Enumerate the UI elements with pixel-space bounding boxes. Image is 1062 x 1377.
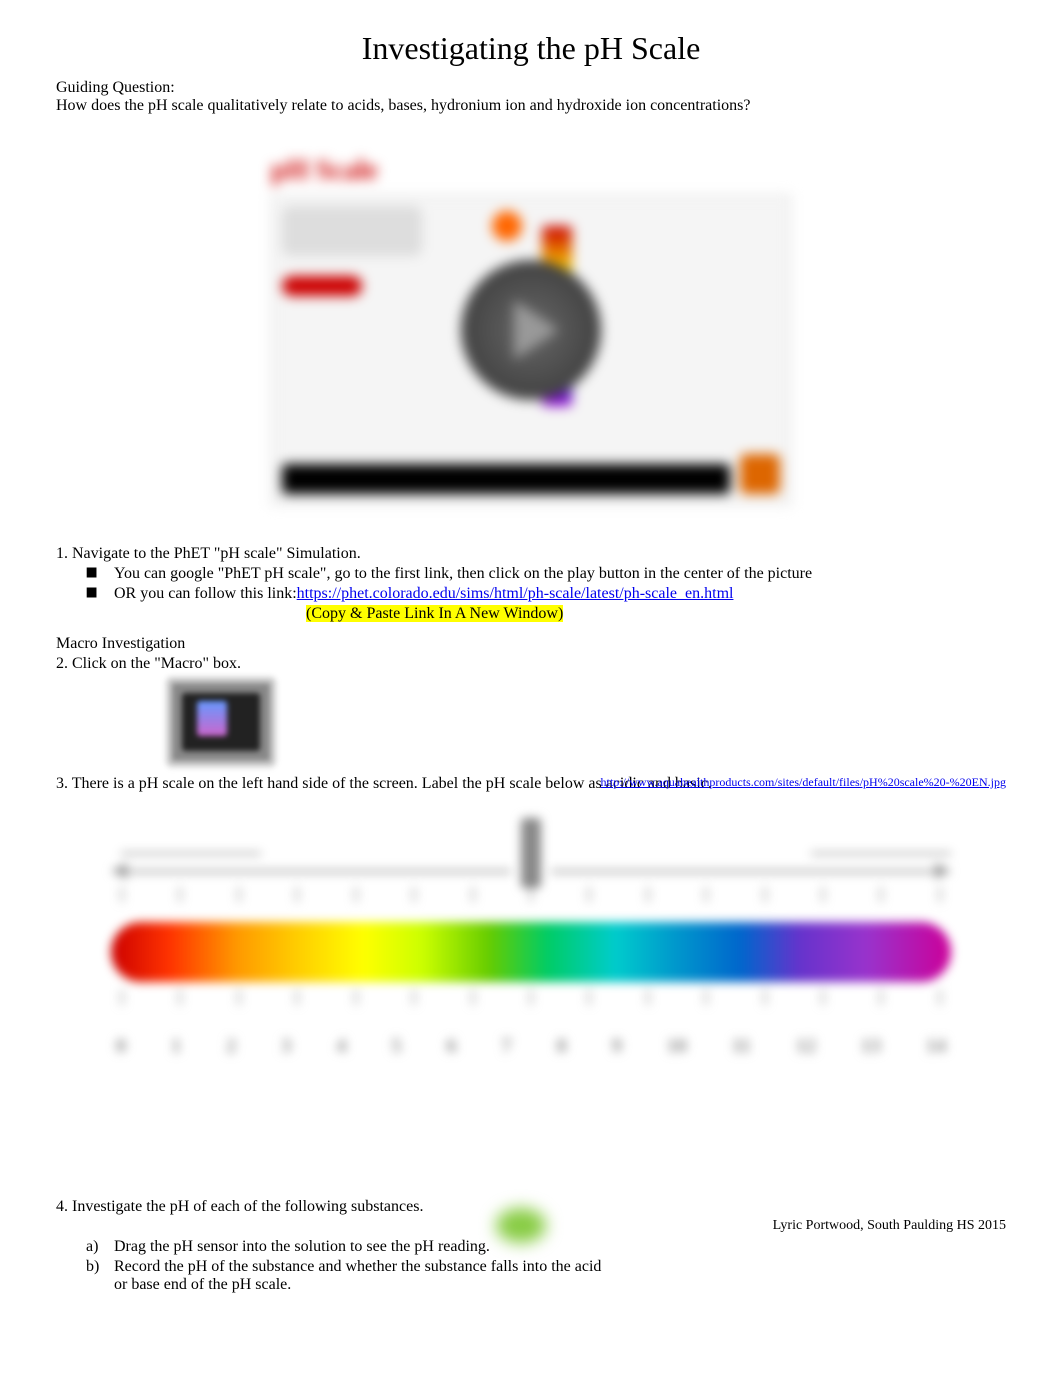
ph-num: 7 <box>502 1035 512 1058</box>
ph-num: 13 <box>861 1035 881 1058</box>
ph-scale-image-link[interactable]: http://www.aquahealthproducts.com/sites/… <box>601 775 1006 790</box>
item-b-text: Record the pH of the substance and wheth… <box>114 1258 614 1294</box>
ph-num: 12 <box>796 1035 816 1058</box>
step-2: 2. Click on the "Macro" box. <box>56 655 1006 673</box>
sim-panel <box>282 206 422 256</box>
footer-attribution: Lyric Portwood, South Paulding HS 2015 <box>773 1218 1006 1234</box>
guiding-question-label: Guiding Question: <box>56 79 1006 97</box>
ph-num: 8 <box>557 1035 567 1058</box>
ph-numbers-row: 0 1 2 3 4 5 6 7 8 9 10 11 12 13 14 <box>111 1035 951 1058</box>
ph-num: 3 <box>281 1035 291 1058</box>
blank-line-right <box>811 853 951 854</box>
ph-ticks-bottom <box>111 990 951 1005</box>
play-button[interactable] <box>461 260 601 400</box>
play-icon <box>514 300 559 360</box>
blank-line-left <box>121 853 261 854</box>
ph-num: 1 <box>171 1035 181 1058</box>
ph-gradient-bar <box>111 922 951 982</box>
macro-inner <box>182 693 260 751</box>
copy-paste-instruction: (Copy & Paste Link In A New Window) <box>306 605 1006 623</box>
ph-num: 10 <box>667 1035 687 1058</box>
step-4-item-a: a) Drag the pH sensor into the solution … <box>86 1238 1006 1256</box>
step-1-bullet-1: ⯀ You can google "PhET pH scale", go to … <box>86 565 1006 583</box>
step-4-item-b: b) Record the pH of the substance and wh… <box>86 1258 1006 1294</box>
sim-bottom-bar <box>282 464 730 494</box>
sim-logo <box>740 454 780 494</box>
ph-num: 0 <box>116 1035 126 1058</box>
center-indicator <box>521 818 541 888</box>
ph-num: 11 <box>732 1035 751 1058</box>
ph-num: 5 <box>391 1035 401 1058</box>
sim-slider <box>282 276 362 296</box>
page-title: Investigating the pH Scale <box>56 30 1006 67</box>
macro-box-image <box>166 677 276 767</box>
ph-num: 2 <box>226 1035 236 1058</box>
ph-arrows-row <box>111 813 951 893</box>
green-blur-overlay <box>496 1208 546 1243</box>
bullet-1-text: You can google "PhET pH scale", go to th… <box>114 565 812 583</box>
sim-ph-indicator <box>492 211 522 241</box>
bullet-marker-icon: ⯀ <box>86 585 114 602</box>
ph-num: 14 <box>926 1035 946 1058</box>
macro-beaker <box>197 701 227 736</box>
step-1-bullet-2: ⯀ OR you can follow this link:https://ph… <box>86 585 1006 603</box>
ph-num: 9 <box>612 1035 622 1058</box>
step-3-container: 3. There is a pH scale on the left hand … <box>56 775 1006 793</box>
ph-scale-diagram: 0 1 2 3 4 5 6 7 8 9 10 11 12 13 14 <box>111 813 951 1058</box>
guiding-question-text: How does the pH scale qualitatively rela… <box>56 97 1006 115</box>
bullet-2-prefix: OR you can follow this link: <box>114 585 297 602</box>
simulation-preview-image: pH Scale <box>251 135 811 525</box>
step-1: 1. Navigate to the PhET "pH scale" Simul… <box>56 545 1006 563</box>
item-a-text: Drag the pH sensor into the solution to … <box>114 1238 490 1256</box>
bullet-marker-icon: ⯀ <box>86 565 114 582</box>
macro-investigation-heading: Macro Investigation <box>56 635 1006 653</box>
phet-link[interactable]: https://phet.colorado.edu/sims/html/ph-s… <box>297 585 734 602</box>
ph-num: 6 <box>446 1035 456 1058</box>
letter-marker-b: b) <box>86 1258 114 1294</box>
highlighted-text: (Copy & Paste Link In A New Window) <box>306 605 563 622</box>
ph-num: 4 <box>336 1035 346 1058</box>
letter-marker-a: a) <box>86 1238 114 1256</box>
sim-header-text: pH Scale <box>271 155 378 187</box>
